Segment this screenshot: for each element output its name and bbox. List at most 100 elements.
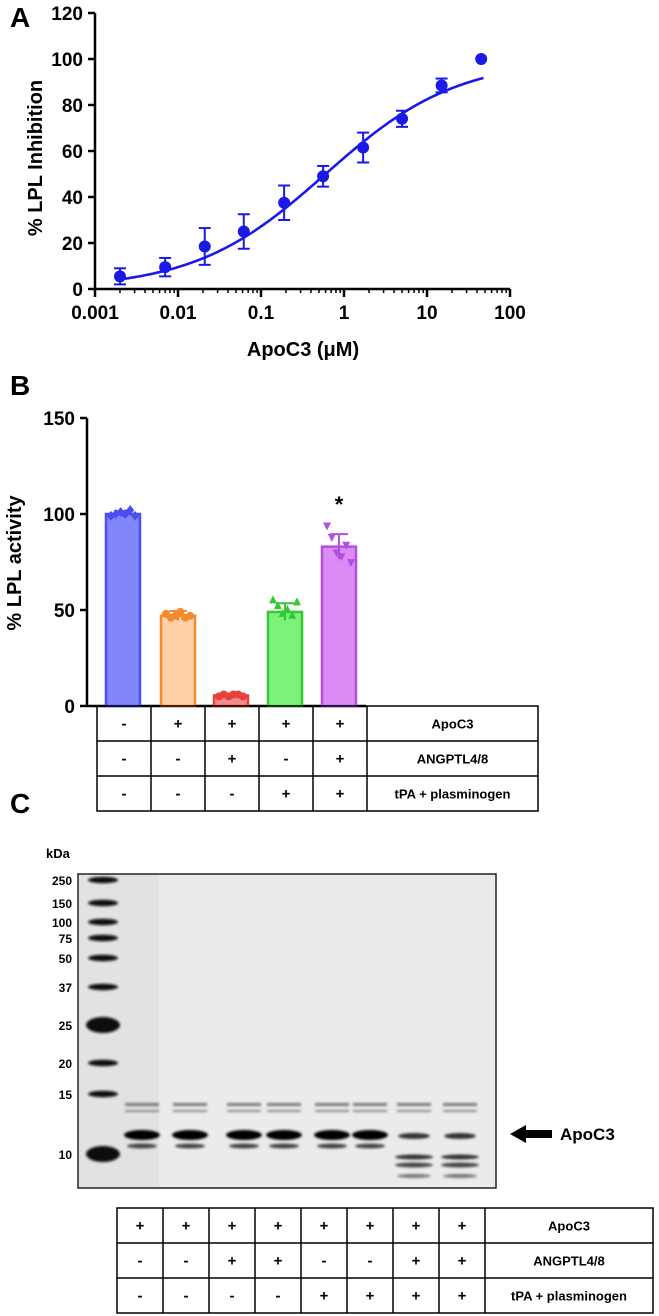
replicate-point [126, 505, 135, 516]
replicate-point [342, 541, 351, 550]
marker-label: 50 [59, 952, 73, 966]
cleavage-band [397, 1174, 431, 1178]
data-point [198, 240, 211, 253]
ladder-band [88, 1059, 118, 1067]
table-cell: - [284, 751, 289, 768]
table-cell: + [336, 786, 345, 803]
marker-label: 37 [59, 981, 73, 995]
ladder-band [86, 1017, 120, 1033]
gel-band-label: ApoC3 [560, 1125, 615, 1144]
table-cell: - [184, 1253, 189, 1270]
replicate-point [186, 611, 194, 620]
ladder-band [88, 954, 118, 962]
table-cell: + [412, 1218, 421, 1235]
panel-label-c: C [10, 788, 30, 819]
faint-upper-band [125, 1110, 159, 1112]
panel-label-a: A [10, 2, 30, 33]
replicate-point [273, 601, 282, 610]
table-cell: + [458, 1253, 467, 1270]
apoc3-band [314, 1130, 350, 1140]
ladder-band [88, 918, 118, 926]
table-cell: + [274, 1218, 283, 1235]
data-point [357, 141, 370, 154]
apoc3-lower-band [229, 1143, 259, 1149]
replicate-point [288, 610, 297, 619]
apoc3-band [352, 1130, 388, 1140]
replicate-point [293, 597, 301, 606]
data-point [396, 112, 409, 125]
table-row-label: tPA + plasminogen [511, 1289, 627, 1304]
faint-upper-band [315, 1110, 349, 1112]
replicate-point [323, 522, 331, 531]
table-cell: + [182, 1218, 191, 1235]
faint-upper-band [173, 1103, 207, 1106]
chart-a: 0 20 40 60 80 100 120 0.001 0.01 0.1 1 10 100 [51, 4, 526, 324]
y-tick-label: 20 [62, 234, 83, 255]
apoc3-band [266, 1130, 302, 1140]
table-cell: - [122, 716, 127, 733]
replicate-point [107, 510, 115, 521]
faint-upper-band [267, 1103, 301, 1106]
replicate-point [176, 607, 185, 616]
faint-upper-band [397, 1110, 431, 1112]
gel-kda-label: kDa [46, 846, 71, 861]
chart-b-ylabel: % LPL activity [4, 495, 26, 631]
ladder-band [88, 899, 118, 907]
table-cell: + [282, 786, 291, 803]
table-cell: - [122, 751, 127, 768]
gel-marker-labels: 250 150 100 75 50 37 25 20 15 10 [52, 874, 120, 1162]
table-frame [116, 1207, 654, 1314]
table-cell: + [412, 1288, 421, 1305]
table-cell: - [276, 1288, 281, 1305]
y-tick-label: 0 [72, 280, 83, 301]
cleavage-band [395, 1154, 433, 1160]
table-row-label: tPA + plasminogen [395, 787, 511, 802]
ladder-band [88, 983, 118, 991]
table-cell: + [458, 1218, 467, 1235]
gel-blot [77, 873, 497, 1189]
apoc3-lower-band [317, 1143, 347, 1149]
apoc3-band [172, 1130, 208, 1140]
table-cell: + [282, 716, 291, 733]
faint-upper-band [227, 1110, 261, 1112]
y-tick-label: 120 [51, 4, 83, 25]
marker-label: 15 [59, 1088, 73, 1102]
table-cell: + [366, 1218, 375, 1235]
significance-asterisk: * [335, 492, 344, 517]
apoc3-band-pointer: ApoC3 [510, 1125, 615, 1144]
x-tick-label: 1 [339, 303, 350, 324]
faint-upper-band [443, 1103, 477, 1106]
faint-upper-band [353, 1110, 387, 1112]
replicate-point [337, 553, 346, 562]
y-tick-label: 150 [43, 409, 75, 430]
table-cell: + [174, 716, 183, 733]
table-row-label: ANGPTL4/8 [417, 752, 489, 767]
cleavage-band [443, 1174, 477, 1178]
faint-upper-band [353, 1103, 387, 1106]
data-point [159, 261, 172, 274]
table-cell: - [122, 786, 127, 803]
faint-upper-band [173, 1110, 207, 1112]
replicate-point [283, 605, 292, 613]
replicate-point [278, 608, 287, 617]
x-tick-label: 10 [416, 303, 437, 324]
data-point [278, 196, 291, 209]
bar [104, 512, 142, 708]
replicate-point [347, 559, 355, 567]
chart-a-xlabel: ApoC3 (μM) [247, 339, 359, 361]
data-point [113, 270, 126, 283]
table-cell: - [176, 751, 181, 768]
y-tick-label: 40 [62, 188, 83, 209]
table-cell: + [320, 1218, 329, 1235]
table-cell: + [320, 1288, 329, 1305]
cleavage-band [395, 1162, 433, 1168]
table-cell: + [458, 1288, 467, 1305]
marker-label: 250 [52, 874, 72, 888]
apoc3-band [124, 1130, 160, 1140]
bar [266, 610, 304, 708]
y-tick-label: 80 [62, 96, 83, 117]
data-point [317, 170, 330, 183]
table-cell: - [184, 1288, 189, 1305]
panel-b-condition-table: - + + + + ApoC3 - - + - + ANGPTL4/8 - - - + + tPA + plasm… [96, 705, 539, 812]
